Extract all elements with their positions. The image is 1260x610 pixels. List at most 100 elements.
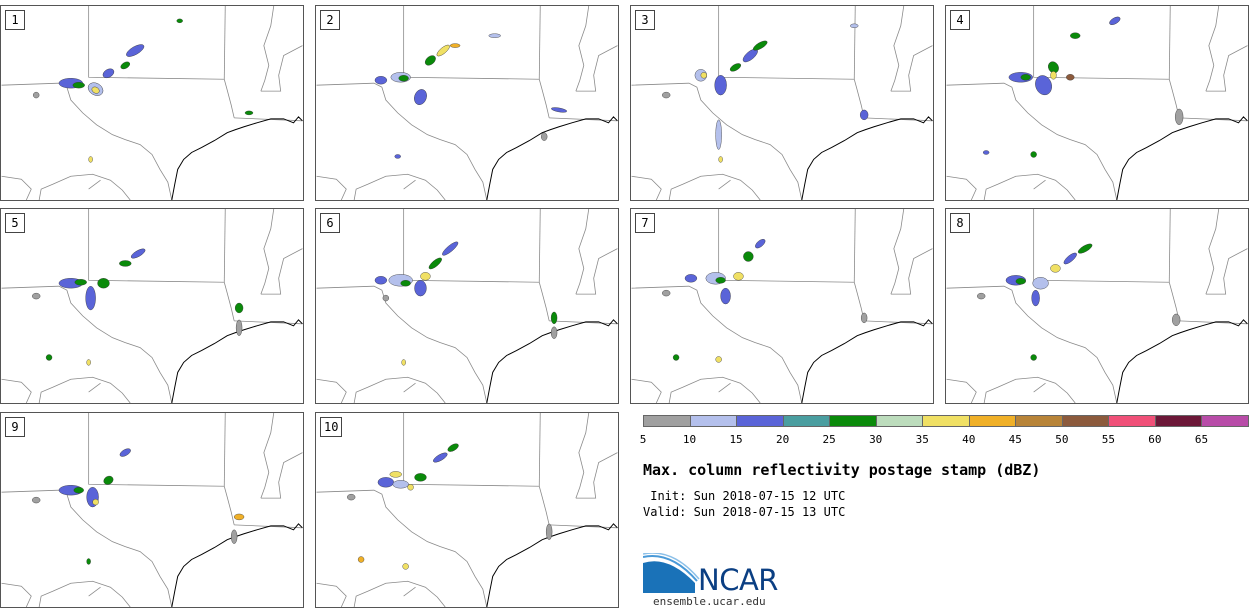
colorbar-tick-label: 55 xyxy=(1101,433,1115,446)
state-border xyxy=(88,179,101,190)
reflectivity-map xyxy=(1,413,303,607)
state-border xyxy=(983,173,1076,200)
ensemble-member-panel: 7 xyxy=(630,208,934,404)
state-border xyxy=(890,6,905,92)
state-border xyxy=(890,248,933,295)
storm-cell xyxy=(392,480,409,489)
storm-cell xyxy=(714,75,727,96)
storm-cell xyxy=(718,156,723,163)
state-border xyxy=(1,378,32,403)
state-border xyxy=(853,6,856,80)
storm-cell xyxy=(860,312,868,324)
storm-cell xyxy=(394,154,401,159)
reflectivity-map xyxy=(316,209,618,403)
state-border xyxy=(403,586,416,597)
storm-cell xyxy=(374,276,388,285)
storm-cell xyxy=(72,82,85,89)
colorbar-tick-label: 5 xyxy=(639,433,647,446)
state-border xyxy=(946,285,1118,403)
state-border xyxy=(223,6,226,80)
state-border xyxy=(403,382,416,393)
state-border xyxy=(1205,209,1220,295)
storm-cell xyxy=(126,44,145,57)
storm-cell xyxy=(545,523,553,540)
storm-cell xyxy=(551,107,568,113)
state-border xyxy=(38,376,131,403)
storm-cell xyxy=(550,326,558,339)
colorbar-swatch xyxy=(1154,415,1203,427)
storm-cell xyxy=(753,40,768,51)
coastline xyxy=(486,523,618,607)
ensemble-member-panel: 10 xyxy=(315,412,619,608)
storm-cell xyxy=(1063,252,1077,265)
colorbar-swatch xyxy=(968,415,1017,427)
storm-cell xyxy=(91,86,100,94)
storm-cell xyxy=(447,443,459,452)
coastline xyxy=(1116,116,1248,200)
storm-cell xyxy=(550,311,558,325)
storm-cell xyxy=(982,150,990,155)
storm-cell xyxy=(424,55,436,66)
colorbar-tick-label: 25 xyxy=(822,433,836,446)
storm-cell xyxy=(662,91,671,99)
storm-cell xyxy=(850,23,859,28)
panel-number-label: 3 xyxy=(635,10,655,30)
storm-cell xyxy=(488,33,501,38)
panel-number-label: 7 xyxy=(635,213,655,233)
storm-cell xyxy=(88,156,93,163)
storm-cell xyxy=(86,558,91,565)
init-time: Init: Sun 2018-07-15 12 UTC xyxy=(643,489,846,503)
storm-cell xyxy=(541,132,548,141)
storm-cell xyxy=(672,354,680,361)
storm-cell xyxy=(374,76,388,85)
storm-cell xyxy=(977,292,986,300)
ensemble-member-panel: 6 xyxy=(315,208,619,404)
storm-cell xyxy=(33,91,40,99)
state-border xyxy=(538,6,541,80)
reflectivity-map xyxy=(946,209,1248,403)
storm-cell xyxy=(755,239,766,249)
state-border xyxy=(316,489,488,607)
storm-cell xyxy=(233,513,245,521)
state-border xyxy=(316,582,347,607)
storm-cell xyxy=(45,354,53,361)
storm-cell xyxy=(700,72,707,79)
state-border xyxy=(1205,45,1248,92)
storm-cell xyxy=(119,260,132,267)
state-border xyxy=(403,179,416,190)
panel-number-label: 5 xyxy=(5,213,25,233)
storm-cell xyxy=(715,119,722,150)
state-border xyxy=(538,282,550,321)
colorbar-tick-label: 20 xyxy=(775,433,790,446)
logo-url: ensemble.ucar.edu xyxy=(653,595,766,608)
storm-cell xyxy=(684,274,698,283)
state-border xyxy=(260,452,303,499)
state-border xyxy=(1033,6,1170,80)
storm-cell xyxy=(176,18,183,24)
storm-cell xyxy=(720,287,731,305)
state-border xyxy=(353,376,446,403)
storm-cell xyxy=(733,272,744,281)
storm-cell xyxy=(73,487,84,494)
state-border xyxy=(718,382,731,393)
state-border xyxy=(983,376,1076,403)
storm-cell xyxy=(449,43,461,48)
colorbar-tick-label: 10 xyxy=(682,433,697,446)
colorbar-swatch xyxy=(829,415,877,427)
colorbar-tick-label: 60 xyxy=(1148,433,1162,446)
storm-cell xyxy=(1030,354,1037,361)
storm-cell xyxy=(420,272,431,281)
coastline xyxy=(1116,319,1248,403)
state-border xyxy=(88,6,225,80)
state-border xyxy=(1168,6,1171,80)
storm-cell xyxy=(102,68,115,79)
state-border xyxy=(403,209,540,283)
valid-time: Valid: Sun 2018-07-15 13 UTC xyxy=(643,505,846,519)
storm-cell xyxy=(1172,313,1181,326)
colorbar-swatch xyxy=(1201,415,1249,427)
state-border xyxy=(631,285,803,403)
state-border xyxy=(946,82,1118,200)
state-border xyxy=(316,285,488,403)
storm-cell xyxy=(715,277,726,284)
storm-cell xyxy=(230,529,238,544)
